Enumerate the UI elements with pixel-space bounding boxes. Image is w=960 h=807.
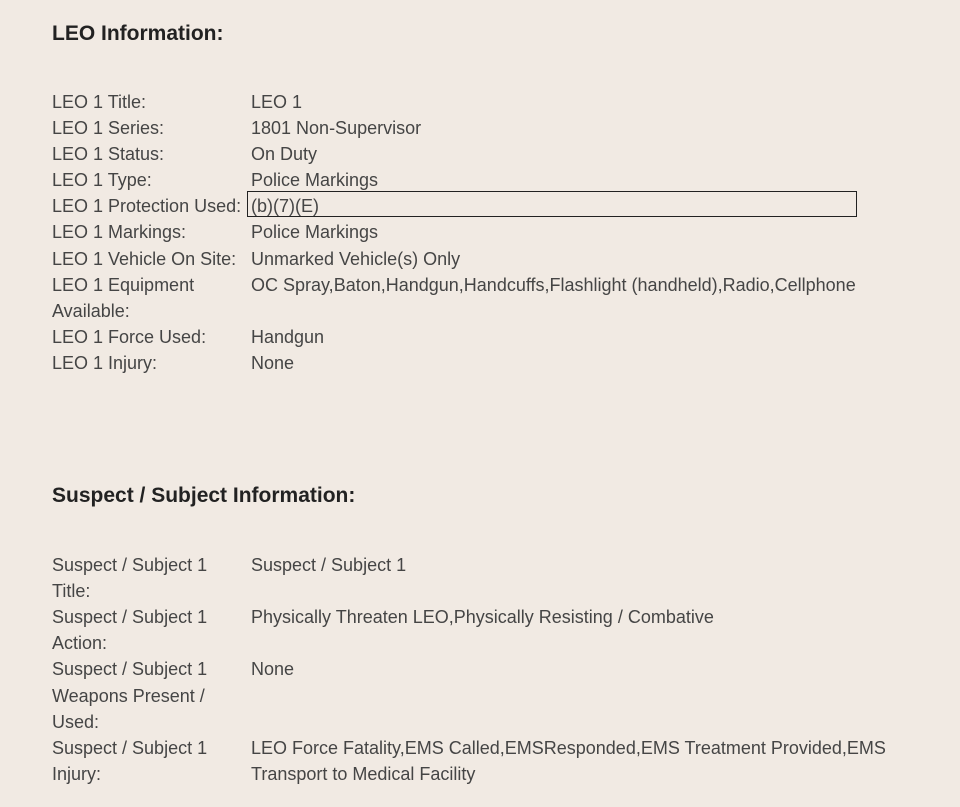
field-label: LEO 1 Series: — [52, 115, 251, 141]
field-value-wrap: Physically Threaten LEO,Physically Resis… — [251, 604, 908, 630]
field-value: (b)(7)(E) — [251, 193, 908, 219]
field-row: Suspect / Subject 1 Title: Suspect / Sub… — [52, 552, 908, 604]
field-row: LEO 1 Vehicle On Site: Unmarked Vehicle(… — [52, 246, 908, 272]
field-label: LEO 1 Force Used: — [52, 324, 251, 350]
field-value-wrap: Police Markings — [251, 219, 908, 245]
field-value: OC Spray,Baton,Handgun,Handcuffs,Flashli… — [251, 272, 908, 298]
field-value: Police Markings — [251, 167, 908, 193]
field-value-wrap: (b)(7)(E) — [251, 193, 908, 219]
field-value: Suspect / Subject 1 — [251, 552, 908, 578]
field-value-wrap: LEO Force Fatality,EMS Called,EMSRespond… — [251, 735, 908, 787]
field-row: LEO 1 Type: Police Markings — [52, 167, 908, 193]
field-row: Suspect / Subject 1 Injury: LEO Force Fa… — [52, 735, 908, 787]
field-value: Handgun — [251, 324, 908, 350]
field-label: LEO 1 Title: — [52, 89, 251, 115]
field-value-wrap: OC Spray,Baton,Handgun,Handcuffs,Flashli… — [251, 272, 908, 298]
field-row: LEO 1 Title: LEO 1 — [52, 89, 908, 115]
field-label: LEO 1 Status: — [52, 141, 251, 167]
suspect-section-heading: Suspect / Subject Information: — [52, 484, 908, 508]
field-value-wrap: On Duty — [251, 141, 908, 167]
field-row: LEO 1 Markings: Police Markings — [52, 219, 908, 245]
field-label: Suspect / Subject 1 Title: — [52, 552, 251, 604]
field-value: Unmarked Vehicle(s) Only — [251, 246, 908, 272]
suspect-rows: Suspect / Subject 1 Title: Suspect / Sub… — [52, 552, 908, 787]
leo-rows: LEO 1 Title: LEO 1 LEO 1 Series: 1801 No… — [52, 89, 908, 376]
field-row: LEO 1 Equipment Available: OC Spray,Bato… — [52, 272, 908, 324]
field-value: None — [251, 350, 908, 376]
field-value: LEO Force Fatality,EMS Called,EMSRespond… — [251, 735, 908, 787]
field-row: LEO 1 Series: 1801 Non-Supervisor — [52, 115, 908, 141]
field-label: LEO 1 Protection Used: — [52, 193, 251, 219]
field-label: LEO 1 Vehicle On Site: — [52, 246, 251, 272]
field-value: On Duty — [251, 141, 908, 167]
field-value: Physically Threaten LEO,Physically Resis… — [251, 604, 908, 630]
field-label: LEO 1 Equipment Available: — [52, 272, 251, 324]
field-value: 1801 Non-Supervisor — [251, 115, 908, 141]
field-value: None — [251, 656, 908, 682]
field-value: LEO 1 — [251, 89, 908, 115]
leo-section-heading: LEO Information: — [52, 22, 908, 46]
field-value-wrap: 1801 Non-Supervisor — [251, 115, 908, 141]
field-value-wrap: Suspect / Subject 1 — [251, 552, 908, 578]
field-value-wrap: Handgun — [251, 324, 908, 350]
field-label: LEO 1 Type: — [52, 167, 251, 193]
field-label: Suspect / Subject 1 Injury: — [52, 735, 251, 787]
field-row: LEO 1 Force Used: Handgun — [52, 324, 908, 350]
field-value-wrap: None — [251, 350, 908, 376]
field-value-wrap: None — [251, 656, 908, 682]
field-label: Suspect / Subject 1 Action: — [52, 604, 251, 656]
field-value-wrap: Police Markings — [251, 167, 908, 193]
field-label: Suspect / Subject 1 Weapons Present / Us… — [52, 656, 251, 734]
field-row: LEO 1 Injury: None — [52, 350, 908, 376]
field-value: Police Markings — [251, 219, 908, 245]
field-row: LEO 1 Protection Used: (b)(7)(E) — [52, 193, 908, 219]
field-label: LEO 1 Injury: — [52, 350, 251, 376]
field-row: Suspect / Subject 1 Weapons Present / Us… — [52, 656, 908, 734]
field-value-wrap: Unmarked Vehicle(s) Only — [251, 246, 908, 272]
field-label: LEO 1 Markings: — [52, 219, 251, 245]
field-row: LEO 1 Status: On Duty — [52, 141, 908, 167]
field-row: Suspect / Subject 1 Action: Physically T… — [52, 604, 908, 656]
document-page: LEO Information: LEO 1 Title: LEO 1 LEO … — [0, 0, 960, 807]
field-value-wrap: LEO 1 — [251, 89, 908, 115]
